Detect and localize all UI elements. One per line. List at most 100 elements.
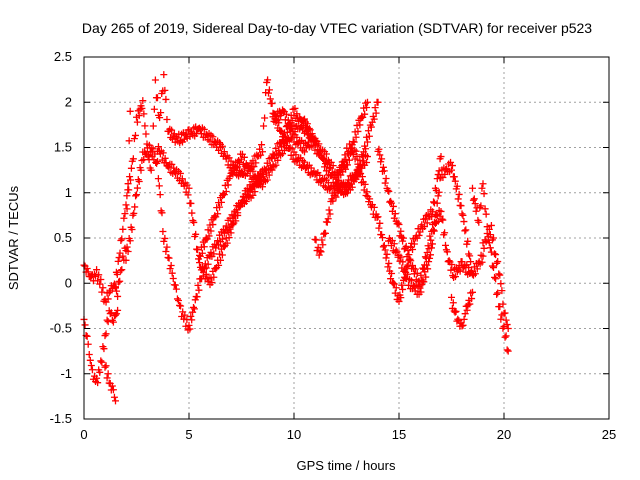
data-point: [455, 190, 463, 198]
data-point: [114, 306, 122, 314]
data-point: [472, 207, 480, 215]
data-point: [393, 248, 401, 256]
data-point: [154, 157, 161, 165]
data-point: [226, 225, 234, 233]
data-point: [399, 237, 407, 245]
data-point: [461, 227, 469, 235]
data-point: [98, 358, 106, 366]
data-point: [443, 248, 451, 256]
data-point: [488, 262, 496, 270]
data-point: [492, 251, 500, 259]
data-point: [501, 309, 509, 317]
x-axis-label: GPS time / hours: [297, 458, 396, 473]
data-point: [363, 104, 371, 112]
data-point: [118, 266, 126, 274]
data-point: [432, 211, 440, 219]
data-point: [163, 243, 171, 251]
data-point: [385, 259, 393, 267]
data-point: [83, 265, 91, 273]
data-point: [366, 195, 374, 203]
data-point: [492, 275, 500, 283]
data-point: [100, 345, 108, 353]
data-point: [167, 262, 175, 270]
data-point: [373, 213, 381, 221]
data-point: [187, 312, 195, 320]
data-point: [112, 283, 119, 291]
data-point: [427, 236, 435, 244]
data-point: [222, 188, 230, 196]
data-point: [448, 293, 455, 301]
data-point: [491, 273, 499, 281]
data-point: [220, 243, 228, 251]
data-point: [159, 228, 167, 236]
data-point: [370, 203, 378, 211]
data-point: [115, 254, 123, 262]
data-point: [391, 210, 399, 218]
data-point: [411, 265, 419, 273]
data-point: [322, 229, 329, 237]
data-point: [442, 241, 449, 249]
data-point: [361, 110, 369, 118]
data-point: [348, 183, 356, 191]
data-point: [502, 332, 510, 340]
data-point: [315, 140, 323, 148]
data-point: [363, 159, 371, 167]
data-point: [394, 219, 402, 227]
data-point: [234, 163, 242, 171]
data-point: [274, 156, 282, 164]
data-point: [466, 300, 474, 308]
y-tick-label: -1.5: [50, 411, 72, 426]
data-point: [186, 325, 194, 333]
data-point: [224, 181, 232, 189]
x-tick-label: 15: [392, 427, 406, 442]
data-point: [173, 134, 181, 142]
data-point: [151, 76, 159, 84]
data-point: [367, 123, 375, 131]
data-point: [125, 186, 133, 194]
data-point: [156, 191, 164, 199]
data-point: [234, 211, 242, 219]
data-point: [121, 210, 129, 218]
data-point: [319, 241, 327, 249]
data-point: [133, 191, 140, 199]
data-point: [113, 270, 121, 278]
data-point: [335, 176, 343, 184]
data-point: [102, 330, 110, 338]
data-point: [350, 177, 358, 185]
data-point: [133, 184, 141, 192]
data-point: [218, 235, 226, 243]
data-point: [126, 237, 134, 245]
data-point: [102, 362, 110, 370]
data-point: [325, 165, 333, 173]
data-point: [428, 213, 436, 221]
data-point: [420, 278, 428, 286]
data-point: [316, 171, 324, 179]
y-tick-label: 0: [65, 275, 72, 290]
data-point: [453, 182, 461, 190]
data-point: [362, 145, 370, 153]
data-point: [390, 240, 398, 248]
data-point: [118, 235, 126, 243]
y-tick-label: -1: [60, 366, 72, 381]
data-point: [407, 257, 415, 265]
data-point: [166, 265, 174, 273]
data-point: [382, 254, 390, 262]
y-tick-label: 0.5: [54, 230, 72, 245]
data-point: [441, 229, 449, 237]
data-point: [258, 141, 266, 149]
data-point: [86, 356, 94, 364]
data-point: [402, 242, 410, 250]
data-point: [407, 277, 415, 285]
data-point: [323, 218, 331, 226]
data-point: [156, 114, 164, 122]
data-point: [154, 175, 162, 183]
data-point: [384, 263, 392, 271]
data-point: [449, 299, 457, 307]
data-point: [104, 370, 112, 378]
data-point: [127, 164, 135, 172]
data-point: [397, 253, 405, 261]
data-point: [98, 288, 106, 296]
data-point: [358, 173, 366, 181]
data-point: [249, 191, 257, 199]
data-point: [185, 321, 193, 329]
